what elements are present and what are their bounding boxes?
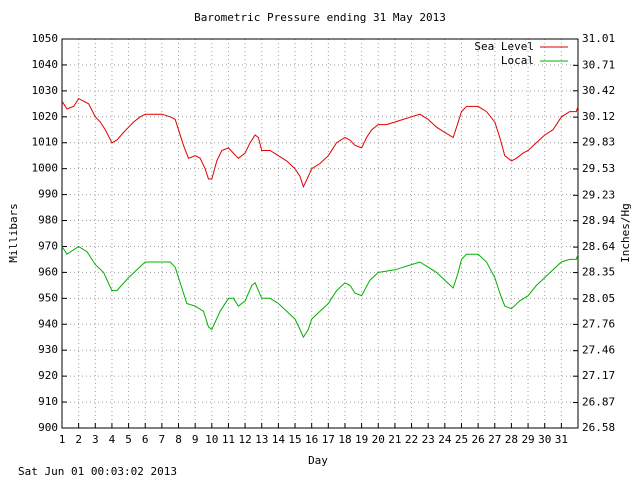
x-tick-label: 1 (59, 433, 66, 446)
y-tick-label: 990 (38, 188, 58, 201)
x-tick-label: 20 (372, 433, 385, 446)
x-tick-label: 5 (125, 433, 132, 446)
y-tick-label: 950 (38, 291, 58, 304)
y2-tick-label: 28.94 (582, 214, 615, 227)
y-tick-label: 940 (38, 317, 58, 330)
x-tick-label: 12 (238, 433, 251, 446)
data-line (61, 97, 579, 189)
y2-tick-label: 28.64 (582, 240, 615, 253)
y2-tick-label: 29.23 (582, 188, 615, 201)
x-tick-label: 27 (488, 433, 501, 446)
x-tick-label: 16 (305, 433, 318, 446)
y2-tick-label: 27.17 (582, 369, 615, 382)
y-tick-label: 970 (38, 239, 58, 252)
x-tick-label: 21 (388, 433, 401, 446)
x-tick-label: 23 (422, 433, 435, 446)
y2-tick-label: 31.01 (582, 32, 615, 45)
y-tick-label: 1010 (32, 136, 59, 149)
y2-tick-label: 26.58 (582, 421, 615, 434)
y-tick-label: 960 (38, 265, 58, 278)
x-tick-label: 2 (75, 433, 82, 446)
x-axis-label: Day (308, 454, 328, 467)
y-tick-label: 920 (38, 369, 58, 382)
y-tick-label: 910 (38, 395, 58, 408)
y-tick-label: 930 (38, 343, 58, 356)
x-tick-label: 9 (192, 433, 199, 446)
y2-tick-label: 30.71 (582, 58, 615, 71)
plot-frame (61, 38, 579, 429)
x-tick-label: 22 (405, 433, 418, 446)
y2-tick-label: 26.87 (582, 396, 615, 409)
y-tick-label: 1040 (32, 58, 59, 71)
y2-tick-label: 27.46 (582, 344, 615, 357)
x-tick-label: 10 (205, 433, 218, 446)
x-tick-label: 26 (472, 433, 485, 446)
x-tick-label: 14 (272, 433, 286, 446)
legend-label: Sea Level (474, 40, 534, 53)
legend-label: Local (501, 54, 534, 67)
y2-tick-label: 30.42 (582, 84, 615, 97)
x-tick-label: 13 (255, 433, 268, 446)
x-tick-label: 30 (538, 433, 551, 446)
y-tick-label: 1000 (32, 162, 59, 175)
y2-axis-label: Inches/Hg (619, 203, 632, 263)
x-tick-label: 17 (322, 433, 335, 446)
x-tick-label: 6 (142, 433, 149, 446)
y-axis-label: Millibars (7, 203, 20, 263)
y-tick-label: 1020 (32, 110, 59, 123)
y-tick-label: 980 (38, 214, 58, 227)
x-tick-label: 18 (338, 433, 351, 446)
y2-tick-label: 30.12 (582, 110, 615, 123)
x-tick-label: 15 (288, 433, 301, 446)
x-tick-label: 4 (109, 433, 116, 446)
x-tick-label: 7 (159, 433, 166, 446)
y2-tick-label: 28.35 (582, 266, 615, 279)
y2-tick-label: 29.53 (582, 162, 615, 175)
y2-tick-label: 27.76 (582, 317, 615, 330)
y-tick-label: 900 (38, 421, 58, 434)
x-tick-label: 24 (438, 433, 452, 446)
x-tick-label: 19 (355, 433, 368, 446)
data-line (61, 245, 579, 339)
y-tick-label: 1050 (32, 32, 59, 45)
x-tick-label: 3 (92, 433, 99, 446)
x-tick-label: 8 (175, 433, 182, 446)
x-tick-label: 25 (455, 433, 468, 446)
y-tick-label: 1030 (32, 84, 59, 97)
y2-tick-label: 28.05 (582, 292, 615, 305)
timestamp: Sat Jun 01 00:03:02 2013 (18, 465, 177, 478)
x-tick-label: 31 (555, 433, 568, 446)
chart-title: Barometric Pressure ending 31 May 2013 (194, 11, 446, 24)
y2-tick-label: 29.83 (582, 136, 615, 149)
x-tick-label: 11 (222, 433, 235, 446)
x-tick-label: 29 (521, 433, 534, 446)
x-tick-label: 28 (505, 433, 518, 446)
